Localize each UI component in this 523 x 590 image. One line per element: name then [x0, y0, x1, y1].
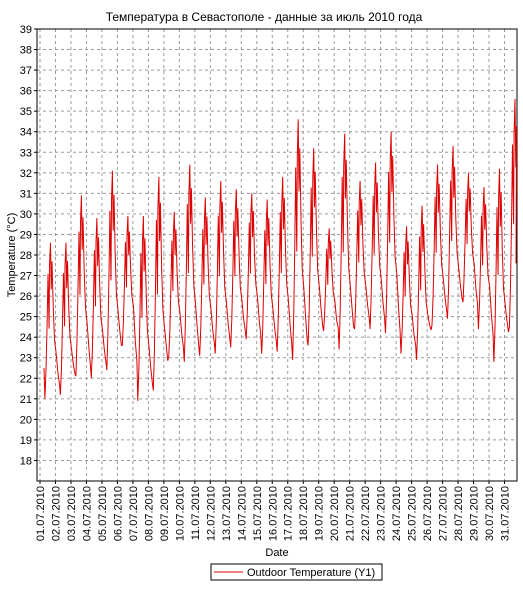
x-axis-label: Date [265, 547, 288, 559]
y-tick-label: 28 [20, 250, 32, 262]
x-tick-label: 05.07.2010 [97, 486, 109, 541]
y-tick-label: 22 [20, 373, 32, 385]
x-tick-label: 14.07.2010 [236, 486, 248, 541]
y-tick-label: 35 [20, 106, 32, 118]
x-tick-label: 11.07.2010 [190, 486, 202, 540]
x-tick-label: 07.07.2010 [128, 486, 140, 541]
x-tick-label: 18.07.2010 [298, 486, 310, 541]
y-tick-label: 23 [20, 353, 32, 365]
x-tick-label: 23.07.2010 [376, 486, 388, 541]
chart-title: Температура в Севастополе - данные за ию… [106, 10, 423, 24]
x-tick-label: 29.07.2010 [469, 486, 481, 541]
x-tick-label: 22.07.2010 [360, 486, 372, 541]
x-tick-label: 26.07.2010 [422, 486, 434, 541]
x-tick-label: 10.07.2010 [174, 486, 186, 541]
legend: Outdoor Temperature (Y1) [210, 563, 383, 581]
x-tick-label: 28.07.2010 [453, 486, 465, 541]
y-tick-label: 39 [20, 24, 32, 36]
y-tick-label: 27 [20, 271, 32, 283]
x-tick-label: 06.07.2010 [112, 486, 124, 541]
y-tick-label: 26 [20, 291, 32, 303]
legend-label: Outdoor Temperature (Y1) [247, 567, 375, 579]
x-axis-ticks: 01.07.2010 02.07.2010 03.07.2010 04.07.2010… [35, 481, 512, 541]
x-tick-label: 04.07.2010 [81, 486, 93, 541]
x-tick-label: 20.07.2010 [329, 486, 341, 541]
x-tick-label: 25.07.2010 [407, 486, 419, 541]
x-tick-label: 16.07.2010 [267, 486, 279, 541]
series-line-outdoor-temperature [43, 98, 517, 401]
x-tick-label: 08.07.2010 [143, 486, 155, 541]
x-tick-label: 12.07.2010 [205, 486, 217, 541]
x-tick-label: 09.07.2010 [159, 486, 171, 541]
x-tick-label: 15.07.2010 [252, 486, 264, 541]
y-tick-label: 36 [20, 86, 32, 98]
y-tick-label: 20 [20, 414, 32, 426]
y-tick-label: 32 [20, 168, 32, 180]
y-tick-label: 19 [20, 435, 32, 447]
y-tick-label: 31 [20, 188, 32, 200]
x-tick-label: 27.07.2010 [438, 486, 450, 541]
y-tick-label: 37 [20, 65, 32, 77]
plot-area [36, 28, 518, 482]
x-tick-label: 13.07.2010 [221, 486, 233, 541]
y-tick-label: 24 [20, 332, 32, 344]
legend-box [210, 563, 383, 581]
x-tick-label: 30.07.2010 [484, 486, 496, 541]
x-tick-label: 21.07.2010 [345, 486, 357, 541]
x-tick-label: 03.07.2010 [66, 486, 78, 541]
y-tick-label: 21 [20, 394, 32, 406]
x-tick-label: 19.07.2010 [314, 486, 326, 541]
y-tick-label: 30 [20, 209, 32, 221]
y-tick-label: 38 [20, 45, 32, 57]
y-tick-label: 25 [20, 312, 32, 324]
y-tick-label: 29 [20, 229, 32, 241]
x-tick-label: 31.07.2010 [500, 486, 512, 541]
y-axis-ticks: 18 19 20 21 22 23 24 25 26 27 28 29 30 31 32 33 34 35 36 37… [20, 24, 37, 467]
y-tick-label: 18 [20, 455, 32, 467]
x-tick-label: 02.07.2010 [50, 486, 62, 541]
x-tick-label: 01.07.2010 [35, 486, 47, 541]
y-tick-label: 34 [20, 127, 32, 139]
y-axis-label: Temperature (°C) [6, 213, 18, 297]
x-tick-label: 24.07.2010 [391, 486, 403, 541]
x-tick-label: 17.07.2010 [283, 486, 295, 541]
y-tick-label: 33 [20, 147, 32, 159]
